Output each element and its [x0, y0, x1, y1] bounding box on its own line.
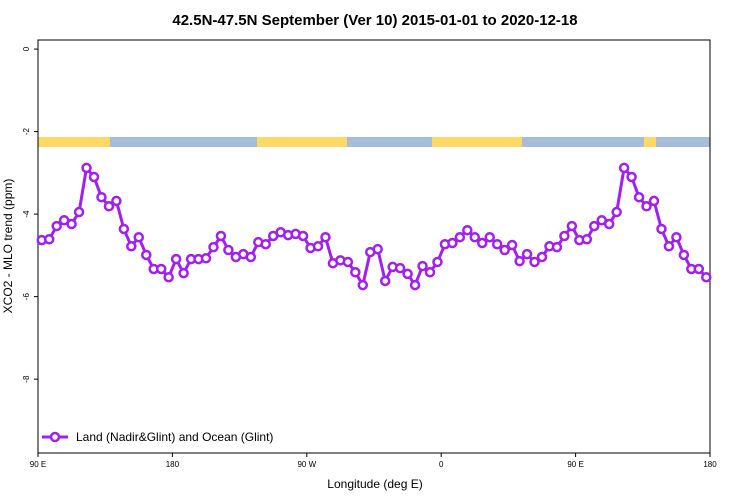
data-point	[589, 220, 600, 232]
data-point	[73, 206, 85, 218]
data-point	[409, 279, 421, 291]
data-point	[126, 241, 137, 252]
data-point	[200, 253, 212, 264]
data-point	[514, 255, 525, 267]
y-tick-label: -6	[22, 293, 31, 301]
data-point	[462, 224, 473, 236]
land-segment	[38, 137, 110, 147]
data-point	[379, 275, 391, 287]
x-tick-label: 90 E	[30, 460, 46, 469]
data-point	[641, 201, 652, 212]
legend-label: Land (Nadir&Glint) and Ocean (Glint)	[76, 430, 273, 444]
data-point	[633, 191, 645, 203]
data-point	[402, 268, 413, 280]
x-tick-label: 90 E	[567, 460, 583, 469]
x-tick-label: 0	[439, 460, 444, 469]
data-point	[559, 230, 570, 242]
data-point	[208, 241, 219, 253]
data-point	[81, 162, 92, 174]
x-tick-label: 180	[166, 460, 180, 469]
land-segment	[432, 137, 522, 147]
data-point	[223, 244, 234, 256]
land-ocean-band	[38, 137, 710, 147]
data-point	[96, 191, 107, 203]
data-point	[215, 230, 227, 242]
land-segment	[644, 137, 656, 147]
data-point	[357, 279, 369, 291]
data-point	[626, 171, 637, 183]
data-point	[611, 206, 622, 218]
land-segment	[257, 137, 347, 147]
data-point	[118, 223, 130, 235]
y-tick-label: -4	[22, 210, 31, 218]
data-point	[671, 231, 682, 243]
chart-title: 42.5N-47.5N September (Ver 10) 2015-01-0…	[172, 12, 577, 29]
data-point	[417, 260, 428, 272]
plot-frame	[37, 39, 711, 454]
ocean-segment	[347, 137, 432, 147]
x-tick-label: 90 W	[297, 460, 316, 469]
data-point	[133, 231, 145, 243]
data-point	[163, 271, 174, 283]
data-point	[454, 231, 466, 243]
data-point	[491, 238, 503, 250]
data-point	[566, 220, 578, 232]
data-point	[245, 251, 257, 263]
data-point	[618, 162, 630, 174]
data-point	[648, 195, 660, 207]
data-point	[394, 262, 406, 274]
data-point	[51, 220, 62, 232]
x-tick-label: 180	[703, 460, 717, 469]
data-point	[701, 271, 712, 283]
y-tick-label: 0	[22, 46, 31, 51]
data-point	[372, 243, 383, 255]
data-point	[312, 241, 324, 252]
data-point	[342, 256, 354, 268]
data-point	[693, 263, 705, 275]
data-point	[320, 231, 331, 243]
y-tick-label: -8	[22, 375, 31, 383]
ocean-segment	[522, 137, 644, 147]
data-point	[350, 267, 361, 278]
data-point	[477, 237, 488, 249]
data-point	[66, 218, 77, 230]
data-point	[178, 267, 189, 279]
data-point	[141, 249, 152, 261]
data-point	[260, 238, 271, 250]
data-point	[469, 231, 481, 243]
data-point	[499, 244, 510, 256]
data-point	[170, 253, 182, 265]
data-point	[155, 263, 167, 275]
y-tick-label: -2	[22, 127, 31, 135]
data-point	[656, 223, 667, 235]
data-point	[551, 241, 563, 253]
x-axis-label: Longitude (deg E)	[327, 477, 422, 491]
data-point	[529, 256, 540, 268]
data-point	[111, 195, 122, 207]
data-point	[103, 201, 115, 212]
data-point	[603, 218, 615, 230]
data-point	[297, 230, 309, 242]
data-point	[506, 239, 518, 251]
y-axis-label: XCO2 - MLO trend (ppm)	[1, 179, 15, 314]
data-point	[424, 267, 436, 278]
data-point	[88, 171, 100, 183]
ocean-segment	[656, 137, 710, 147]
ocean-segment	[110, 137, 257, 147]
data-point	[581, 234, 593, 245]
data-point	[536, 251, 548, 263]
data-point	[521, 248, 533, 260]
data-point	[484, 231, 495, 243]
legend-swatch-point	[49, 431, 61, 443]
data-point	[678, 249, 690, 261]
data-point	[663, 241, 675, 252]
data-point	[432, 256, 443, 268]
data-point	[43, 234, 55, 245]
data-point	[447, 237, 458, 249]
